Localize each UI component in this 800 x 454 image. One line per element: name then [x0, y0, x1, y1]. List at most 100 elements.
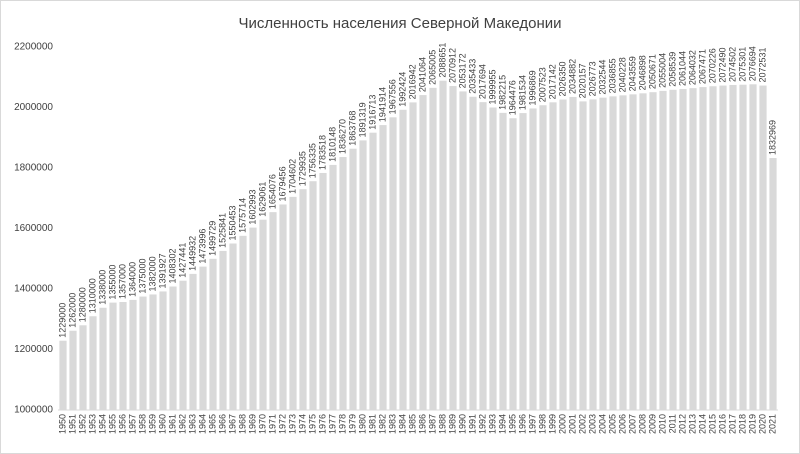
x-tick-label: 1957	[127, 414, 137, 434]
bar	[179, 280, 187, 410]
value-label: 2050671	[647, 54, 657, 89]
value-label: 2016942	[407, 64, 417, 99]
value-label: 2007523	[537, 67, 547, 102]
x-tick-label: 1968	[237, 414, 247, 434]
x-tick-label: 1971	[267, 414, 277, 434]
value-label: 2041064	[417, 57, 427, 92]
value-label: 2020157	[577, 63, 587, 98]
bar	[559, 99, 567, 411]
value-label: 2046898	[637, 55, 647, 90]
y-tick-label: 2200000	[14, 42, 53, 53]
x-tick-label: 1974	[297, 414, 307, 434]
value-label: 1982215	[497, 75, 507, 110]
bar	[579, 101, 587, 411]
x-tick-label: 2006	[617, 414, 627, 434]
x-tick-label: 2010	[657, 414, 667, 434]
x-tick-label: 2005	[607, 414, 617, 434]
value-label: 2055004	[657, 53, 667, 88]
bar	[569, 96, 577, 411]
bar	[99, 307, 107, 410]
y-tick-label: 1800000	[14, 163, 53, 174]
x-tick-label: 2021	[767, 414, 777, 434]
value-label: 2026773	[587, 61, 597, 96]
bar	[339, 157, 347, 410]
value-label: 1525841	[217, 213, 227, 248]
value-label: 1654076	[267, 174, 277, 209]
bar	[329, 164, 337, 410]
x-tick-label: 2002	[577, 414, 587, 434]
value-label: 1499729	[207, 221, 217, 256]
bar	[419, 95, 427, 411]
value-label: 2017142	[547, 64, 557, 99]
x-tick-label: 1958	[137, 414, 147, 434]
x-tick-label: 2007	[627, 414, 637, 434]
value-label: 1602993	[247, 190, 257, 225]
value-label: 1338000	[97, 270, 107, 305]
x-tick-label: 2017	[727, 414, 737, 434]
bar	[159, 291, 167, 410]
bar	[109, 302, 117, 410]
bar	[509, 118, 517, 411]
x-tick-label: 1954	[97, 414, 107, 434]
x-tick-label: 2019	[747, 414, 757, 434]
x-tick-label: 1997	[527, 414, 537, 434]
value-label: 1999955	[487, 69, 497, 104]
value-label: 1810148	[327, 127, 337, 162]
value-label: 1262000	[67, 293, 77, 328]
x-tick-label: 1990	[457, 414, 467, 434]
bar	[499, 112, 507, 411]
x-tick-label: 1967	[227, 414, 237, 434]
bar	[669, 89, 677, 410]
x-tick-label: 2015	[707, 414, 717, 434]
x-tick-label: 2012	[677, 414, 687, 434]
bar	[649, 92, 657, 410]
x-tick-label: 1981	[367, 414, 377, 434]
x-tick-label: 1952	[77, 414, 87, 434]
bar	[199, 266, 207, 410]
x-tick-label: 1987	[427, 414, 437, 434]
bar	[719, 85, 727, 410]
chart-title: Численность населения Северной Македонии	[239, 15, 562, 32]
x-tick-label: 1973	[287, 414, 297, 434]
x-tick-label: 2011	[667, 414, 677, 433]
bar	[529, 108, 537, 410]
value-label: 1575714	[237, 198, 247, 233]
value-label: 2032544	[597, 60, 607, 95]
bar	[429, 87, 437, 410]
bar	[149, 294, 157, 410]
x-tick-label: 1975	[307, 414, 317, 434]
value-label: 1863768	[347, 111, 357, 146]
value-label: 2061044	[677, 51, 687, 86]
bar	[229, 243, 237, 410]
x-tick-label: 1955	[107, 414, 117, 434]
x-tick-label: 1989	[447, 414, 457, 434]
y-tick-label: 2000000	[14, 102, 53, 113]
x-tick-label: 1980	[357, 414, 367, 434]
value-label: 1280000	[77, 287, 87, 322]
y-tick-label: 1000000	[14, 405, 53, 416]
value-label: 1729935	[297, 151, 307, 186]
x-tick-label: 1956	[117, 414, 127, 434]
bar	[189, 273, 197, 410]
value-label: 1427441	[177, 243, 187, 278]
value-label: 2040228	[617, 57, 627, 92]
bar	[489, 107, 497, 410]
x-tick-label: 2008	[637, 414, 647, 434]
x-tick-label: 1998	[537, 414, 547, 434]
x-tick-label: 1983	[387, 414, 397, 434]
value-label: 1357000	[117, 264, 127, 299]
value-label: 1310000	[87, 278, 97, 313]
value-label: 1964476	[507, 80, 517, 115]
x-tick-label: 1969	[247, 414, 257, 434]
bar	[299, 189, 307, 410]
x-tick-label: 1995	[507, 414, 517, 434]
x-tick-label: 1972	[277, 414, 287, 434]
value-label: 2076694	[747, 46, 757, 81]
bar	[469, 96, 477, 410]
bar	[89, 316, 97, 410]
value-label: 1916713	[367, 95, 377, 130]
x-tick-label: 1984	[397, 414, 407, 434]
x-tick-label: 1977	[327, 414, 337, 434]
bar	[699, 87, 707, 410]
